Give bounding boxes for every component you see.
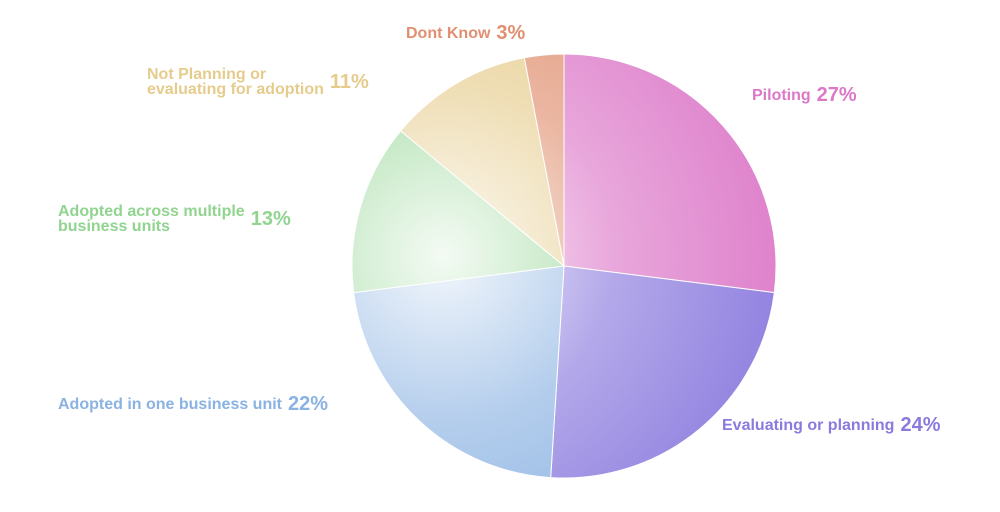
- pie-slice-evaluating-or-planning: [550, 265, 775, 479]
- slice-name: Dont Know: [406, 25, 491, 43]
- slice-percent: 22%: [288, 393, 329, 416]
- pie-slice-adopted-in-one-business-unit: [353, 265, 565, 479]
- slice-percent: 3%: [496, 22, 526, 45]
- pie-slice-piloting: [563, 53, 777, 294]
- slice-percent: 13%: [250, 207, 291, 230]
- slice-label-dont-know: Dont Know 3%: [406, 22, 526, 45]
- slice-name: Adopted in one business unit: [58, 396, 282, 414]
- slice-name: Piloting: [752, 87, 811, 105]
- slice-name: Adopted across multiple business units: [58, 203, 245, 235]
- slice-percent: 11%: [329, 70, 369, 93]
- slice-percent: 27%: [816, 84, 857, 107]
- slice-label-not-planning: Not Planning or evaluating for adoption 1…: [147, 66, 369, 98]
- slice-name: Not Planning or evaluating for adoption: [147, 66, 324, 98]
- slice-percent: 24%: [900, 414, 941, 437]
- slice-label-adopted-in-one-business-unit: Adopted in one business unit 22%: [58, 393, 329, 416]
- slice-name: Evaluating or planning: [722, 417, 895, 435]
- slice-label-evaluating-or-planning: Evaluating or planning 24%: [722, 414, 941, 437]
- slice-label-piloting: Piloting 27%: [752, 84, 857, 107]
- slice-label-adopted-across-multiple-business-units: Adopted across multiple business units 13…: [58, 203, 291, 235]
